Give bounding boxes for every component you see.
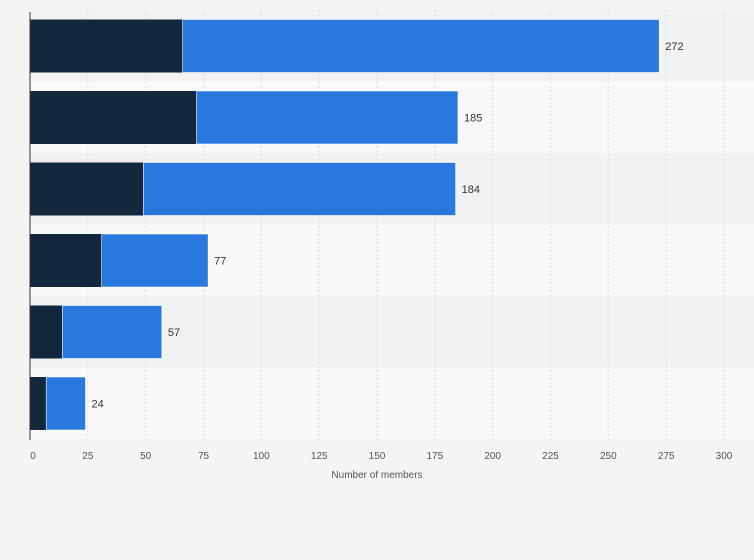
bar-total-label: 57 xyxy=(168,327,180,339)
bar-total-label: 185 xyxy=(464,113,482,125)
bar-segment-2 xyxy=(62,305,163,359)
x-tick-label: 225 xyxy=(542,451,559,462)
bar-total-label: 184 xyxy=(462,184,480,196)
x-tick-label: 125 xyxy=(311,451,328,462)
x-tick-label: 50 xyxy=(140,451,152,462)
x-tick-label: 300 xyxy=(716,451,733,462)
x-tick-label: 75 xyxy=(198,451,210,462)
bars xyxy=(30,19,660,431)
bar-segment-1 xyxy=(30,19,183,73)
bar-segment-2 xyxy=(196,90,459,145)
bar-segment-1 xyxy=(30,305,63,359)
bar-total-label: 77 xyxy=(214,256,226,268)
bar-segment-1 xyxy=(30,234,102,287)
bar-total-label: 24 xyxy=(92,399,104,411)
bar-segment-2 xyxy=(101,233,209,288)
x-tick-label: 275 xyxy=(658,451,675,462)
bar-segment-1 xyxy=(30,162,144,216)
x-tick-label: 200 xyxy=(484,451,501,462)
x-axis-title: Number of members xyxy=(331,470,422,481)
bar-total-label: 272 xyxy=(665,41,683,53)
bar-segment-2 xyxy=(45,376,86,431)
x-tick-label: 100 xyxy=(253,451,270,462)
x-tick-label: 150 xyxy=(369,451,386,462)
x-axis-ticks: 0 25 50 75 100 125 150 175 200 225 250 275 300 xyxy=(30,451,733,462)
x-tick-label: 250 xyxy=(600,451,617,462)
x-tick-label: 175 xyxy=(426,451,443,462)
x-tick-label: 0 xyxy=(30,451,36,462)
bar-segment-2 xyxy=(143,162,456,216)
bar-segment-2 xyxy=(182,19,660,73)
row-band xyxy=(30,367,754,439)
data-labels: 272 185 184 77 57 24 xyxy=(92,41,684,411)
x-tick-label: 25 xyxy=(82,451,94,462)
row-bands xyxy=(30,10,754,439)
bar-segment-1 xyxy=(30,377,47,430)
bar-segment-1 xyxy=(30,91,197,144)
